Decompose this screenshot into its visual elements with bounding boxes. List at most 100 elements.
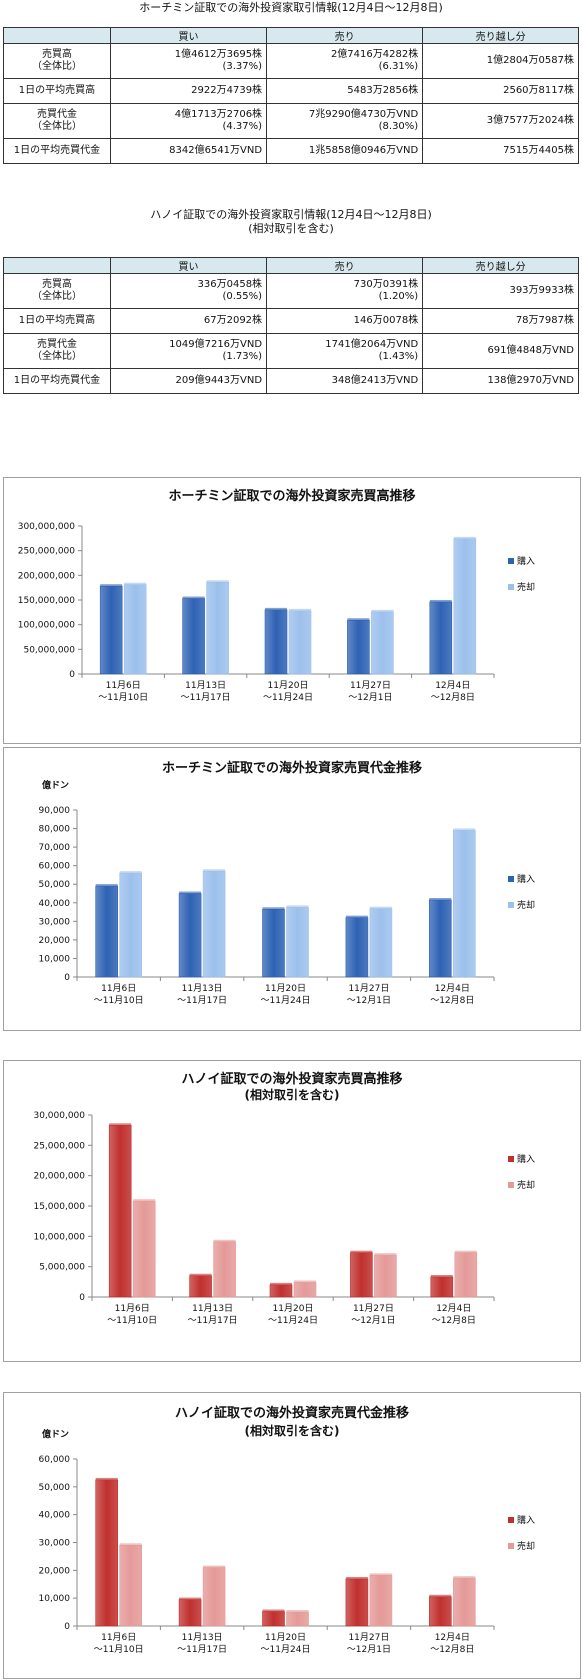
x-category-line: 11月27日 xyxy=(350,680,391,691)
y-tick-label: 10,000 xyxy=(39,1594,71,1604)
x-category-line: ～12月1日 xyxy=(347,995,391,1006)
bar-top-cap xyxy=(286,905,309,908)
y-tick-label: 20,000 xyxy=(39,1566,71,1576)
x-category-label: 11月27日～12月1日 xyxy=(351,1303,395,1326)
table-row: 売買代金 （全体比） 1049億7216万VND (1.73%) 1741億2064万V… xyxy=(3,333,579,369)
header-cell: 売り xyxy=(266,27,424,44)
y-tick-label: 250,000,000 xyxy=(18,547,76,557)
sell-cell: 730万0391株 (1.20%) xyxy=(266,273,424,309)
net-cell-text: 393万9933株 xyxy=(509,285,574,296)
sell-bar xyxy=(213,1241,236,1298)
sell-cell-text: (1.43%) xyxy=(378,351,419,362)
buy-cell-text: (3.37%) xyxy=(222,61,263,72)
row-label-cell: 売買高 （全体比） xyxy=(3,273,111,309)
bar-top-cap xyxy=(294,1280,316,1283)
bar-top-cap xyxy=(95,884,118,887)
row-label-cell-text: （全体比） xyxy=(31,351,82,362)
legend-sell-label: 売却 xyxy=(517,1179,535,1191)
buy-bar xyxy=(429,601,453,675)
x-category-label: 11月13日～11月17日 xyxy=(177,1632,227,1655)
x-category-label: 12月4日～12月8日 xyxy=(430,983,474,1006)
x-category-line: 11月27日 xyxy=(353,1303,394,1314)
table-row: 売買高 （全体比） 336万0458株 (0.55%) 730万0391株 (1.20%)… xyxy=(3,273,579,309)
sell-cell: 5483万2856株 xyxy=(266,78,424,104)
bar-top-cap xyxy=(262,907,285,910)
row-label-cell-text: 売買代金 xyxy=(36,109,77,120)
x-category-line: 11月6日 xyxy=(101,1632,136,1643)
sell-cell-text: 1兆5858億0946万VND xyxy=(308,145,419,156)
x-category-line: 11月6日 xyxy=(106,680,141,691)
x-category-line: 11月13日 xyxy=(182,1632,223,1643)
buy-cell: 336万0458株 (0.55%) xyxy=(109,273,268,309)
sell-bar xyxy=(452,830,476,978)
buy-bar xyxy=(182,598,205,675)
row-label-cell-text: 売買代金 xyxy=(36,339,77,350)
buy-bar xyxy=(108,1125,132,1298)
y-tick-label: 100,000,000 xyxy=(18,621,76,631)
x-category-line: 11月13日 xyxy=(185,680,226,691)
y-tick-label: 30,000 xyxy=(39,1539,71,1549)
x-category-line: ～11月10日 xyxy=(94,1644,144,1655)
hn-table-title: ハノイ証取での海外投資家取引情報(12月4日～12月8日) xyxy=(150,208,432,221)
bar-top-cap xyxy=(429,1594,452,1597)
sell-cell-text: (1.20%) xyxy=(378,291,419,302)
x-category-line: 11月20日 xyxy=(273,1303,314,1314)
net-cell-text: 1億2804万0587株 xyxy=(486,55,574,66)
buy-cell-text: 336万0458株 xyxy=(197,279,263,290)
net-cell-text: 78万7987株 xyxy=(515,315,574,326)
x-category-line: ～12月8日 xyxy=(432,1315,476,1326)
row-label-cell: 売買代金 （全体比） xyxy=(3,333,111,369)
table-row: 売買代金 （全体比） 4億1713万2706株 (4.37%) 7兆9290億4730万… xyxy=(3,103,579,139)
x-category-label: 12月4日～12月8日 xyxy=(431,680,475,703)
row-label-cell: 売買代金 （全体比） xyxy=(3,103,111,139)
net-cell-text: 7515万4405株 xyxy=(503,145,574,156)
y-tick-label: 0 xyxy=(79,1293,85,1303)
sell-cell-text: 348億2413万VND xyxy=(331,375,419,386)
sell-bar xyxy=(132,1200,156,1298)
sell-cell-text: 146万0078株 xyxy=(353,315,419,326)
sell-cell-text: (6.31%) xyxy=(378,61,419,72)
bar-top-cap xyxy=(100,584,123,587)
legend-sell-swatch xyxy=(508,902,514,908)
bar-top-cap xyxy=(429,897,452,900)
row-label-cell: 1日の平均売買代金 xyxy=(3,368,111,394)
table-header-row: 買い 売り 売り越し分 xyxy=(3,27,579,44)
bar-top-cap xyxy=(203,1565,226,1568)
bar-top-cap xyxy=(270,1282,292,1285)
chart-title: ホーチミン証取での海外投資家売買高推移 xyxy=(168,488,415,504)
sell-cell-text: (8.30%) xyxy=(378,121,419,132)
legend-sell-swatch xyxy=(508,584,514,590)
net-cell: 2560万8117株 xyxy=(422,78,579,104)
bar-top-cap xyxy=(345,915,368,918)
net-cell: 1億2804万0587株 xyxy=(422,43,579,79)
y-tick-label: 90,000 xyxy=(39,806,71,816)
x-category-line: ～11月17日 xyxy=(188,1315,238,1326)
bar-top-cap xyxy=(286,1610,309,1613)
x-category-line: ～12月8日 xyxy=(430,1644,474,1655)
bar-top-cap xyxy=(109,1123,132,1126)
sell-cell-text: 7兆9290億4730万VND xyxy=(308,109,419,120)
x-category-line: ～11月17日 xyxy=(181,692,231,703)
sell-bar xyxy=(288,610,312,675)
buy-bar xyxy=(347,619,370,675)
x-category-line: 11月20日 xyxy=(265,983,306,994)
legend-sell-label: 売却 xyxy=(517,899,535,911)
x-category-label: 11月13日～11月17日 xyxy=(181,680,231,703)
header-cell xyxy=(3,257,111,274)
net-cell: 7515万4405株 xyxy=(422,138,579,164)
net-cell: 3億7577万2024株 xyxy=(422,103,579,139)
sell-bar xyxy=(454,1252,478,1298)
buy-bar xyxy=(178,1599,202,1627)
y-tick-label: 0 xyxy=(69,670,75,680)
bar-top-cap xyxy=(133,1199,156,1202)
bar-top-cap xyxy=(124,582,147,585)
x-category-label: 11月6日～11月10日 xyxy=(107,1303,157,1326)
hn-volume-chart-svg: ハノイ証取での海外投資家売買高推移(相対取引を含む) 0 5,000,000 10,0… xyxy=(33,1071,535,1326)
legend-buy-swatch xyxy=(508,876,514,882)
bar-top-cap xyxy=(189,1273,212,1276)
bar-top-cap xyxy=(119,871,142,874)
sell-bar xyxy=(293,1282,317,1298)
y-tick-label: 60,000 xyxy=(39,1455,71,1465)
x-category-label: 11月27日～12月1日 xyxy=(348,680,392,703)
